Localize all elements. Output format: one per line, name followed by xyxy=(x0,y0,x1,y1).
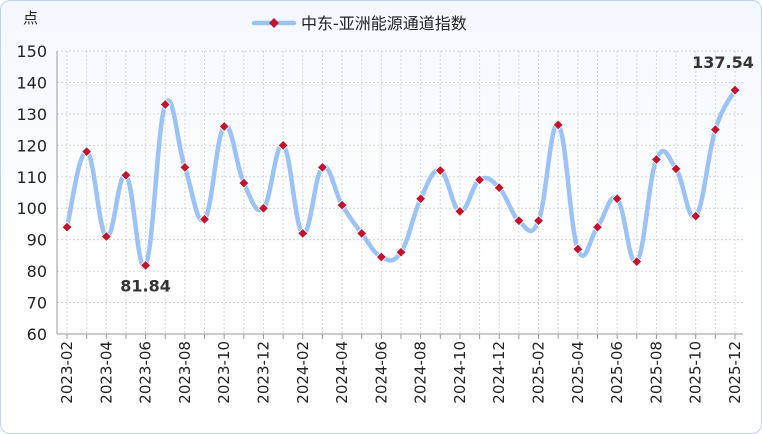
data-point xyxy=(572,243,584,255)
y-tick-label: 120 xyxy=(16,136,47,155)
y-tick-label: 60 xyxy=(27,325,47,344)
x-tick-label: 2024-04 xyxy=(333,341,351,404)
x-tick-label: 2023-10 xyxy=(215,341,233,404)
data-point xyxy=(61,221,73,233)
y-axis-label: 点 xyxy=(23,9,38,27)
x-tick-label: 2024-08 xyxy=(412,341,430,404)
data-point xyxy=(670,163,682,175)
data-point xyxy=(533,215,545,227)
data-point xyxy=(297,227,309,239)
data-point xyxy=(199,213,211,225)
data-point xyxy=(729,84,741,96)
x-tick-label: 2023-12 xyxy=(254,341,272,404)
x-tick-label: 2024-10 xyxy=(451,341,469,404)
legend: 中东-亚洲能源通道指数 xyxy=(251,14,467,33)
data-point xyxy=(454,205,466,217)
x-tick-label: 2025-06 xyxy=(608,341,626,404)
data-point xyxy=(100,231,112,243)
data-label: 81.84 xyxy=(120,276,171,295)
y-tick-label: 90 xyxy=(27,231,47,250)
data-point xyxy=(159,98,171,110)
data-point xyxy=(611,193,623,205)
x-tick-label: 2025-04 xyxy=(569,341,587,404)
y-tick-label: 70 xyxy=(27,294,47,313)
y-tick-label: 100 xyxy=(16,199,47,218)
data-point xyxy=(356,227,368,239)
x-tick-label: 2024-06 xyxy=(372,341,390,404)
data-point xyxy=(709,124,721,136)
data-labels: 81.84 137.54 xyxy=(120,53,754,295)
data-point xyxy=(631,256,643,268)
data-point xyxy=(120,169,132,181)
y-tick-label: 140 xyxy=(16,73,47,92)
x-tick-labels: 2023-02 2023-04 2023-06 2023-08 2023-10 2023-… xyxy=(58,341,744,404)
y-tick-label: 130 xyxy=(16,105,47,124)
x-tick-label: 2025-08 xyxy=(647,341,665,404)
x-tick-label: 2023-06 xyxy=(137,341,155,404)
legend-marker xyxy=(269,18,279,28)
data-point xyxy=(690,210,702,222)
data-point xyxy=(375,251,387,263)
x-tick-label: 2025-10 xyxy=(687,341,705,404)
data-point xyxy=(552,119,564,131)
data-point xyxy=(591,221,603,233)
data-point xyxy=(650,153,662,165)
data-point xyxy=(415,193,427,205)
x-tick-label: 2023-08 xyxy=(176,341,194,404)
x-tick-label: 2025-02 xyxy=(530,341,548,404)
data-point xyxy=(493,182,505,194)
y-tick-labels: 60 70 80 90 100 110 120 130 140 150 xyxy=(16,42,47,344)
data-point xyxy=(140,259,152,271)
x-tick-label: 2024-12 xyxy=(490,341,508,404)
x-tick-label: 2024-02 xyxy=(294,341,312,404)
x-tick-label: 2025-12 xyxy=(726,341,744,404)
data-label: 137.54 xyxy=(692,53,754,72)
data-point xyxy=(513,215,525,227)
data-point xyxy=(257,202,269,214)
y-tick-label: 150 xyxy=(16,42,47,61)
x-tick-label: 2023-02 xyxy=(58,341,76,404)
axes xyxy=(56,51,736,339)
data-point xyxy=(218,120,230,132)
data-point xyxy=(81,146,93,158)
data-point xyxy=(277,139,289,151)
y-tick-label: 80 xyxy=(27,262,47,281)
data-point xyxy=(474,174,486,186)
x-tick-label: 2023-04 xyxy=(97,341,115,404)
data-point xyxy=(395,246,407,258)
data-point xyxy=(336,199,348,211)
data-point xyxy=(238,177,250,189)
data-point xyxy=(179,161,191,173)
y-tick-label: 110 xyxy=(16,168,47,187)
legend-label: 中东-亚洲能源通道指数 xyxy=(301,14,467,33)
data-point xyxy=(316,161,328,173)
series-markers xyxy=(61,84,741,271)
data-point xyxy=(434,164,446,177)
